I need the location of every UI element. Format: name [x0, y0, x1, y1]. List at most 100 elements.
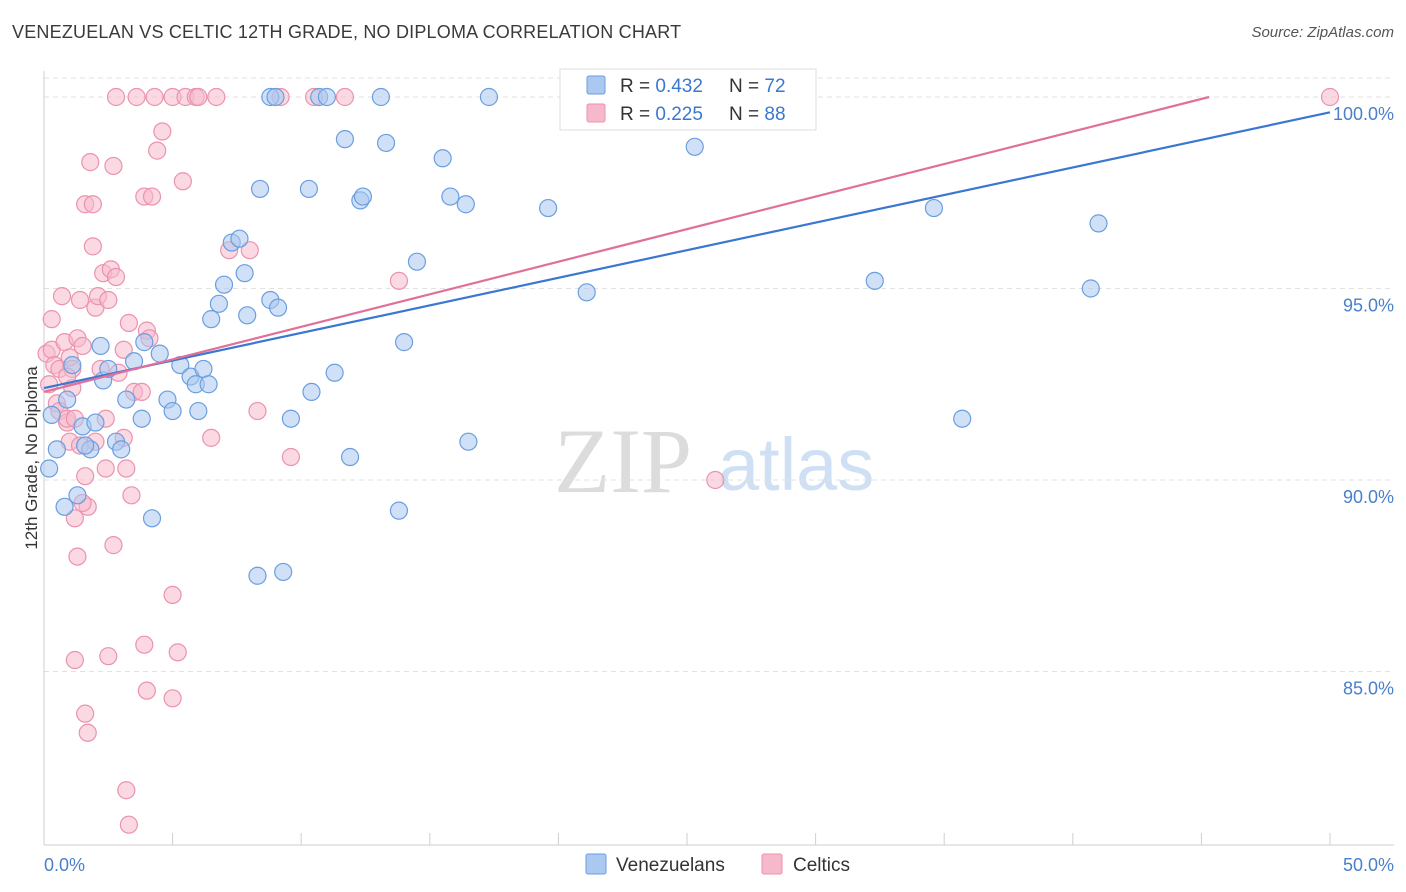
celtics-point-22	[76, 467, 95, 486]
venezuelans-point-8	[91, 336, 110, 356]
series-legend: Venezuelans Celtics	[585, 853, 850, 876]
venezuelans-trend-line	[43, 111, 1331, 390]
celtics-point-70	[163, 689, 182, 708]
celtics-point-26	[83, 195, 102, 214]
celtics-point-57	[281, 447, 301, 467]
legend-r-value-2: 0.225	[655, 104, 703, 125]
celtics-point-75	[202, 428, 221, 447]
celtics-point-59	[335, 87, 355, 107]
venezuelans-point-31	[235, 264, 254, 283]
chart-source: Source: ZipAtlas.com	[1251, 24, 1394, 41]
venezuelans-point-44	[340, 447, 360, 467]
celtics-point-34	[99, 290, 118, 310]
venezuelans-points	[40, 87, 1108, 585]
celtics-point-41	[117, 459, 136, 478]
venezuelans-point-56	[479, 87, 499, 107]
celtics-point-68	[135, 635, 154, 654]
watermark: ZIP atlas	[554, 410, 874, 512]
legend-n-value-1: 72	[764, 76, 785, 97]
celtics-point-61	[127, 87, 146, 107]
celtics-point-33	[96, 459, 115, 478]
svg-text:R = 0.225: R = 0.225	[620, 104, 703, 125]
venezuelans-point-33	[250, 179, 270, 199]
series-legend-swatch-venezuelans	[585, 853, 607, 875]
svg-text:N = 88: N = 88	[729, 104, 786, 125]
x-tick-label-max: 50.0%	[1343, 855, 1394, 875]
celtics-point-8	[52, 287, 72, 306]
svg-text:N = 72: N = 72	[729, 76, 786, 97]
venezuelans-point-46	[353, 187, 373, 206]
venezuelans-point-13	[117, 390, 136, 409]
legend-n-value-2: 88	[764, 104, 785, 125]
celtics-point-42	[119, 313, 138, 333]
venezuelans-point-53	[441, 187, 460, 206]
celtics-point-73	[117, 781, 136, 800]
venezuelans-point-37	[248, 566, 267, 585]
venezuelans-point-68	[76, 436, 95, 455]
venezuelans-point-32	[238, 306, 257, 325]
venezuelans-point-25	[199, 375, 218, 394]
venezuelans-point-64	[1089, 214, 1108, 233]
watermark-zip: ZIP	[554, 410, 692, 512]
legend-r-value-1: 0.432	[655, 76, 703, 97]
celtics-point-25	[81, 153, 100, 172]
celtics-point-76	[104, 536, 123, 555]
venezuelans-point-16	[132, 409, 151, 428]
celtics-point-65	[78, 723, 97, 742]
celtics-point-51	[173, 172, 192, 191]
y-tick-label-100: 100.0%	[1333, 104, 1394, 124]
celtics-point-67	[99, 647, 118, 666]
chart-title: VENEZUELAN VS CELTIC 12TH GRADE, NO DIPL…	[12, 22, 682, 42]
venezuelans-point-30	[230, 229, 249, 248]
trend-lines	[43, 95, 1331, 393]
venezuelans-point-5	[68, 486, 87, 505]
venezuelans-point-50	[394, 333, 414, 352]
venezuelans-point-54	[456, 195, 475, 214]
venezuelans-point-1	[47, 440, 66, 459]
celtics-point-48	[148, 141, 167, 160]
y-tick-label-85: 85.0%	[1343, 679, 1394, 699]
venezuelans-point-28	[214, 275, 234, 294]
venezuelans-point-59	[685, 137, 704, 156]
legend-n-label-1: N =	[729, 76, 764, 97]
celtics-point-74	[119, 815, 138, 834]
legend-r-label-1: R =	[620, 76, 655, 97]
venezuelans-point-57	[539, 198, 558, 218]
venezuelans-point-20	[163, 401, 182, 421]
legend-swatch-celtics	[586, 103, 606, 123]
venezuelans-point-63	[1081, 279, 1100, 298]
venezuelans-point-61	[924, 198, 944, 218]
celtics-point-37	[106, 267, 126, 287]
venezuelans-point-43	[335, 130, 355, 149]
svg-text:R = 0.432: R = 0.432	[620, 76, 703, 97]
celtics-point-17	[65, 509, 84, 528]
venezuelans-point-2	[55, 497, 74, 516]
celtics-point-36	[104, 156, 123, 176]
legend-n-label-2: N =	[729, 104, 764, 125]
y-tick-label-95: 95.0%	[1343, 296, 1394, 316]
celtics-point-52	[207, 87, 226, 107]
celtics-point-72	[163, 585, 182, 605]
venezuelans-point-47	[371, 87, 391, 107]
venezuelans-point-49	[389, 501, 409, 520]
venezuelans-point-48	[376, 133, 396, 153]
x-tick-label-min: 0.0%	[44, 855, 85, 875]
venezuelans-point-4	[63, 356, 82, 375]
venezuelans-point-65	[40, 459, 59, 478]
y-tick-labels: 85.0% 90.0% 95.0% 100.0%	[1333, 104, 1394, 699]
venezuelans-point-67	[86, 413, 105, 432]
celtics-point-49	[153, 122, 172, 141]
celtics-trend-line	[43, 95, 1210, 393]
venezuelans-point-51	[407, 252, 427, 271]
celtics-point-87	[189, 87, 208, 107]
celtics-point-2	[42, 310, 61, 329]
celtics-point-71	[168, 643, 187, 662]
venezuelans-point-42	[325, 363, 344, 382]
celtics-point-44	[132, 382, 151, 402]
celtics-point-81	[1320, 87, 1340, 107]
venezuelans-point-26	[202, 310, 221, 329]
celtics-point-80	[706, 470, 725, 490]
watermark-atlas: atlas	[718, 423, 874, 506]
series-legend-swatch-celtics	[761, 853, 783, 875]
x-ticks	[43, 833, 1331, 845]
